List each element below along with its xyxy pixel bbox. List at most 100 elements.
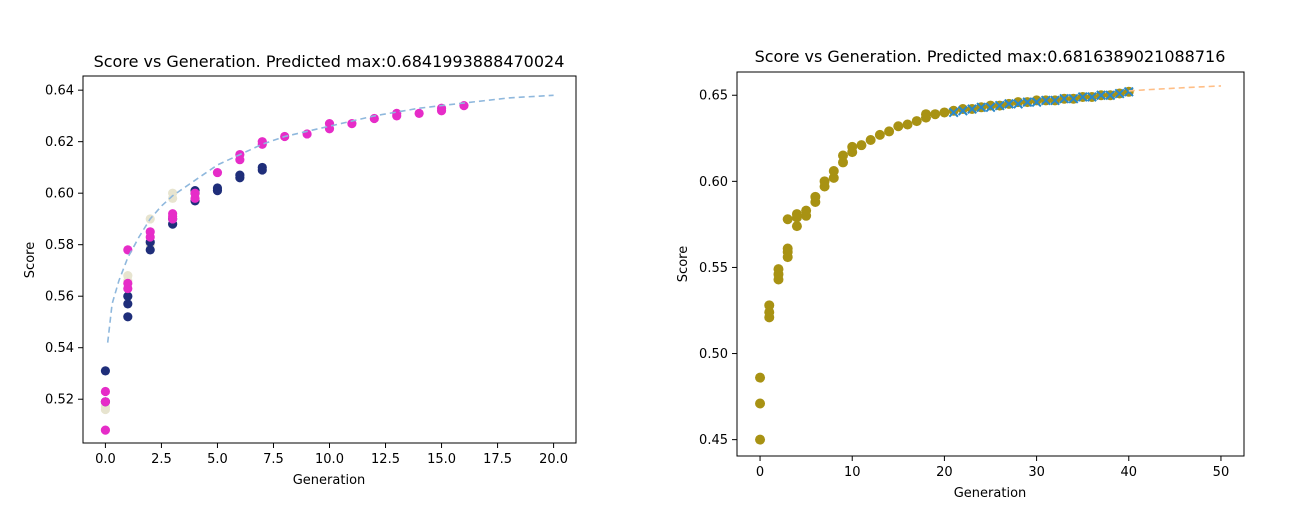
point-marker — [847, 141, 858, 152]
y-tick-label: 0.62 — [45, 135, 74, 150]
point-marker — [1040, 95, 1051, 106]
point-marker — [838, 150, 849, 161]
point-marker — [838, 157, 849, 168]
chart-right-marks — [755, 85, 1222, 445]
point-marker — [856, 140, 867, 151]
chart-left: Score vs Generation. Predicted max:0.684… — [23, 52, 577, 488]
point-marker — [967, 104, 978, 114]
point-marker — [957, 105, 968, 116]
x-tick-label: 5.0 — [207, 452, 228, 467]
x-tick-label: 10.0 — [315, 452, 344, 467]
x-tick-label: 15.0 — [427, 452, 456, 467]
chart-left-marks — [100, 94, 554, 435]
point-marker — [1003, 98, 1014, 109]
point-marker — [994, 100, 1005, 111]
x-tick-label: 20.0 — [539, 452, 568, 467]
x-tick-label: 20 — [936, 465, 953, 480]
chart-right-title: Score vs Generation. Predicted max:0.681… — [755, 47, 1226, 66]
y-tick-label: 0.54 — [45, 341, 74, 356]
point-marker — [782, 214, 793, 225]
x-tick-label: 12.5 — [371, 452, 400, 467]
point-marker — [100, 366, 111, 376]
point-marker — [985, 100, 996, 111]
y-tick-label: 0.56 — [45, 290, 74, 305]
point-marker — [212, 167, 223, 178]
point-marker — [764, 307, 775, 318]
point-marker — [257, 162, 267, 173]
point-marker — [168, 193, 178, 203]
y-tick-label: 0.60 — [699, 175, 728, 190]
x-tick-label: 10 — [844, 465, 861, 480]
x-tick-label: 30 — [1028, 465, 1045, 480]
point-marker — [865, 135, 876, 146]
point-marker — [1114, 88, 1125, 99]
point-marker — [755, 372, 766, 383]
point-marker — [782, 243, 793, 254]
y-tick-label: 0.58 — [45, 238, 74, 253]
point-marker — [1050, 95, 1060, 106]
chart-left-plot-area — [82, 75, 577, 444]
point-marker — [1013, 98, 1024, 109]
point-marker — [755, 434, 766, 445]
chart-right: Score vs Generation. Predicted max:0.681… — [676, 47, 1245, 501]
point-marker — [1022, 97, 1033, 108]
point-marker — [235, 170, 245, 180]
point-marker — [190, 188, 200, 198]
point-marker — [828, 172, 839, 183]
point-marker — [1068, 93, 1079, 104]
chart-left-y-ticks: 0.52 0.54 0.56 0.58 0.60 0.62 0.64 — [45, 84, 83, 408]
point-marker — [810, 191, 821, 202]
point-marker — [801, 205, 812, 216]
point-marker — [145, 245, 155, 255]
point-marker — [957, 104, 968, 115]
chart-right-series-1 — [948, 86, 1134, 118]
chart-right-y-label: Score — [676, 246, 691, 282]
point-marker — [145, 227, 155, 237]
chart-right-plot-area — [736, 71, 1245, 457]
point-marker — [212, 183, 223, 193]
point-marker — [1105, 90, 1116, 101]
point-marker — [920, 109, 931, 120]
point-marker — [755, 398, 766, 409]
point-marker — [100, 386, 111, 397]
chart-left-title: Score vs Generation. Predicted max:0.684… — [94, 52, 565, 71]
x-tick-label: 2.5 — [151, 452, 172, 467]
chart-right-x-ticks: 0 10 20 30 40 50 — [756, 456, 1229, 480]
y-tick-label: 0.45 — [699, 433, 728, 448]
point-marker — [347, 119, 357, 129]
x-tick-label: 40 — [1120, 465, 1137, 480]
point-marker — [100, 425, 111, 435]
point-marker — [1031, 97, 1042, 108]
point-marker — [123, 299, 133, 309]
point-marker — [414, 108, 424, 118]
x-tick-label: 50 — [1213, 465, 1230, 480]
point-marker — [1031, 95, 1042, 106]
point-marker — [791, 221, 802, 232]
point-marker — [791, 209, 802, 220]
point-marker — [1086, 92, 1097, 102]
chart-right-x-label: Generation — [954, 486, 1027, 501]
point-marker — [123, 312, 133, 322]
point-marker — [828, 166, 839, 177]
point-marker — [1077, 92, 1088, 102]
y-tick-label: 0.50 — [699, 347, 728, 362]
point-marker — [893, 121, 904, 132]
x-tick-label: 0 — [756, 465, 764, 480]
point-marker — [1096, 90, 1107, 101]
y-tick-label: 0.64 — [45, 84, 74, 99]
point-marker — [123, 291, 133, 301]
point-marker — [884, 126, 895, 137]
point-marker — [168, 209, 178, 219]
point-marker — [939, 107, 950, 118]
chart-left-x-label: Generation — [293, 473, 366, 488]
x-tick-label: 17.5 — [483, 452, 512, 467]
point-marker — [100, 397, 111, 407]
point-marker — [874, 129, 885, 140]
point-marker — [930, 109, 941, 120]
point-marker — [976, 102, 987, 113]
point-marker — [948, 107, 959, 118]
x-tick-label: 0.0 — [95, 452, 116, 467]
point-marker — [819, 176, 830, 187]
point-marker — [392, 108, 402, 118]
